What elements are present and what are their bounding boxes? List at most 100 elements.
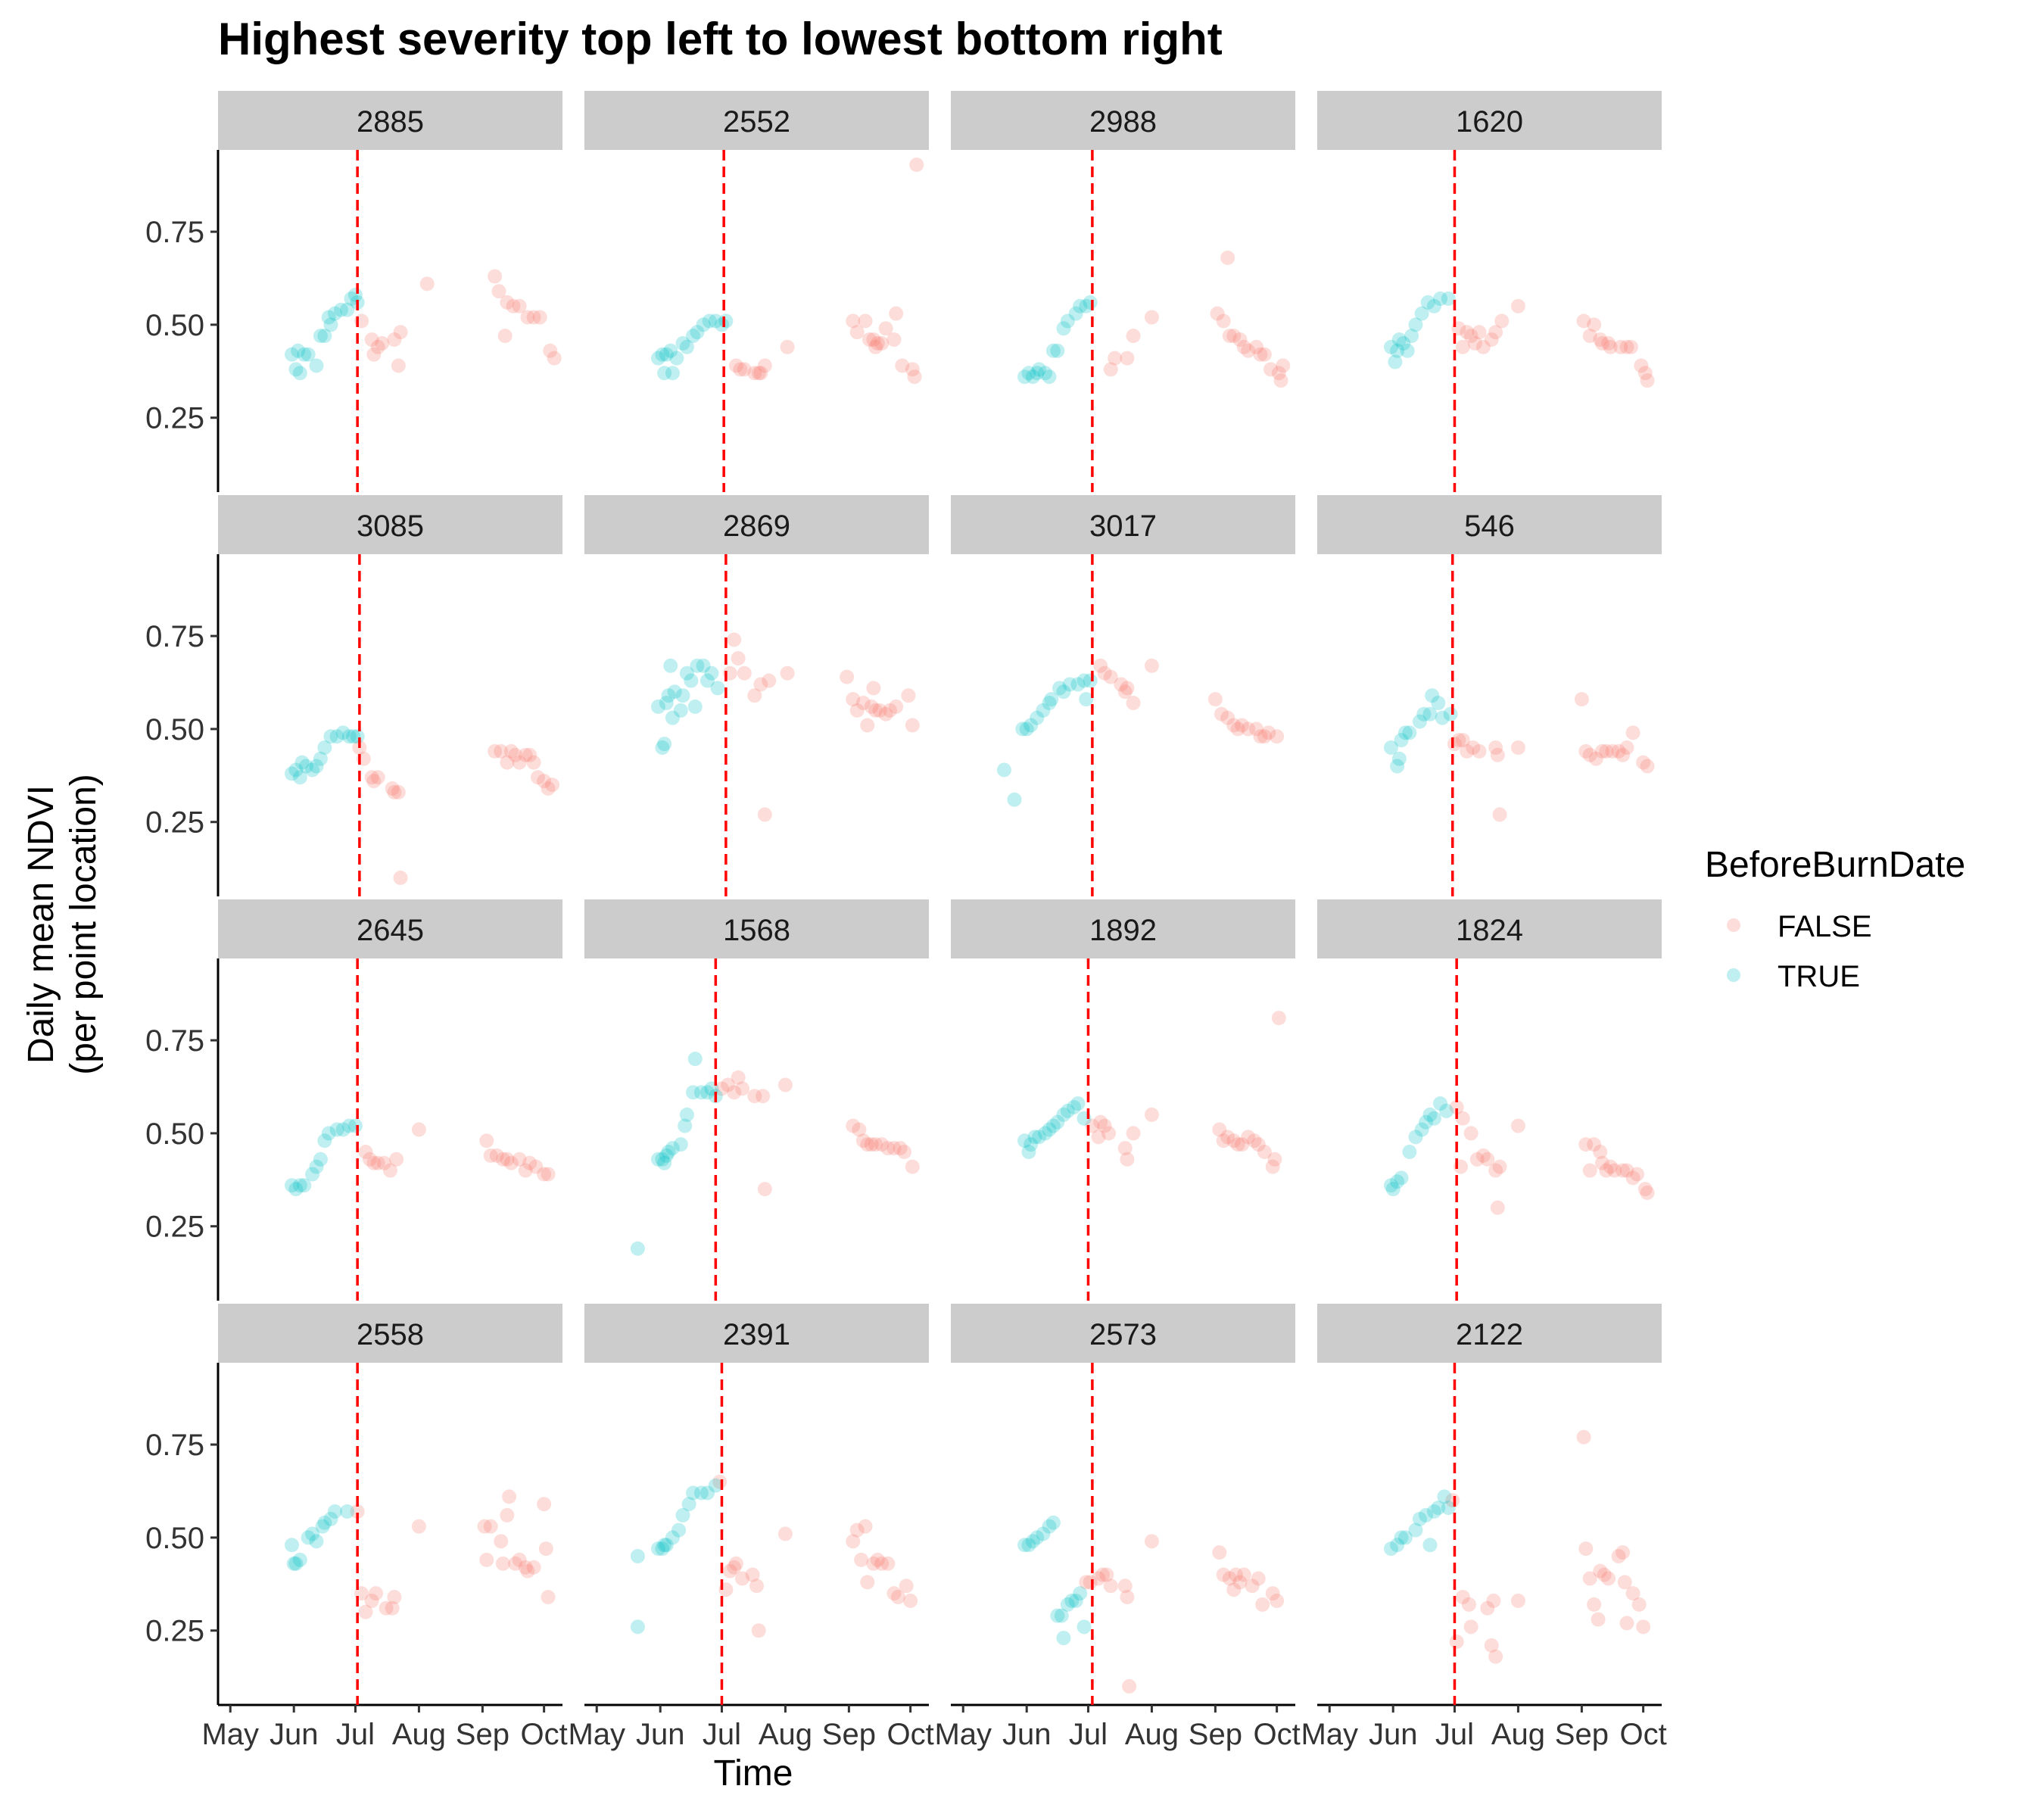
y-tick-label: 0.50 (145, 1522, 204, 1555)
data-point-false (1587, 317, 1602, 332)
data-point-true (1056, 1107, 1071, 1122)
data-point-false (1587, 1137, 1602, 1152)
data-point-false (733, 362, 748, 377)
data-point-false (537, 1497, 552, 1512)
data-point-false (1247, 1133, 1262, 1148)
data-point-false (1093, 1114, 1108, 1130)
data-point-true (686, 1085, 701, 1100)
data-point-false (518, 1163, 533, 1178)
data-point-true (1384, 339, 1398, 354)
data-point-true (298, 759, 313, 774)
data-point-false (1593, 332, 1608, 348)
data-point-false (1510, 298, 1525, 313)
data-point-true (288, 1556, 304, 1571)
data-point-false (1576, 313, 1591, 329)
data-point-true (1015, 722, 1030, 737)
data-point-false (1255, 1597, 1270, 1612)
facet-strip (1317, 91, 1662, 150)
data-point-false (512, 298, 527, 313)
data-point-false (541, 781, 556, 796)
facet-panel-546: 546 (1317, 495, 1662, 896)
data-point-false (870, 335, 885, 351)
data-point-true (340, 1504, 355, 1519)
data-point-true (1408, 317, 1423, 332)
y-tick-label: 0.50 (145, 309, 204, 342)
data-point-true (686, 1485, 701, 1501)
data-point-true (1044, 692, 1059, 707)
data-point-true (288, 762, 304, 778)
data-point-true (313, 751, 328, 766)
data-point-false (1232, 1575, 1248, 1590)
data-point-false (488, 743, 503, 759)
x-tick-label: Jul (1435, 1718, 1474, 1751)
data-point-false (541, 1167, 556, 1182)
data-point-false (500, 295, 515, 310)
data-point-true (1422, 1538, 1438, 1553)
legend: BeforeBurnDate FALSE TRUE (1705, 845, 1965, 993)
data-point-true (1060, 1103, 1075, 1118)
data-point-false (1591, 1612, 1606, 1627)
legend-title: BeforeBurnDate (1705, 845, 1965, 885)
data-point-false (494, 1534, 509, 1549)
data-point-true (1412, 714, 1427, 729)
data-point-true (1070, 677, 1086, 692)
data-point-true (1050, 1608, 1065, 1623)
data-point-false (907, 369, 922, 385)
data-point-false (538, 1541, 553, 1557)
data-point-true (347, 288, 363, 303)
data-point-true (1031, 362, 1046, 377)
data-point-true (1433, 1096, 1447, 1111)
data-point-false (1601, 1571, 1616, 1586)
y-tick-label: 0.75 (145, 1429, 204, 1462)
data-point-true (1030, 710, 1045, 725)
data-point-false (872, 703, 887, 718)
data-point-false (1466, 740, 1481, 755)
data-point-true (329, 1122, 344, 1137)
data-point-false (1605, 743, 1620, 759)
x-tick-label: Jun (1369, 1718, 1418, 1751)
facet-panel-2885: 2885 0.25 0.50 0.75 (145, 91, 562, 492)
data-point-false (491, 284, 506, 299)
data-point-true (630, 1241, 645, 1256)
data-point-false (526, 310, 541, 325)
data-point-true (1394, 733, 1409, 748)
data-point-false (1245, 1579, 1260, 1594)
data-point-false (905, 1159, 920, 1174)
data-point-true (1426, 298, 1441, 313)
data-point-false (1636, 755, 1651, 770)
data-point-true (657, 737, 672, 752)
data-point-false (1582, 747, 1597, 762)
data-point-false (1226, 718, 1242, 733)
x-tick-label: Oct (887, 1718, 934, 1751)
data-point-true (655, 1152, 670, 1167)
x-tick-label: Sep (1189, 1718, 1242, 1751)
data-point-false (1265, 1586, 1280, 1601)
data-point-false (1578, 1541, 1594, 1557)
data-point-false (1582, 1163, 1597, 1178)
data-point-true (1024, 718, 1039, 733)
data-point-false (866, 681, 881, 696)
data-point-true (1426, 1111, 1441, 1126)
facet-panel-3017: 3017 (951, 495, 1295, 896)
facet-strip-label: 1620 (1456, 105, 1523, 139)
data-point-true (1031, 1130, 1046, 1145)
data-point-false (1461, 1597, 1476, 1612)
data-point-true (1042, 1519, 1057, 1534)
data-point-false (737, 362, 752, 377)
data-point-false (1484, 1638, 1499, 1653)
data-point-true (1439, 1103, 1454, 1118)
data-point-false (1619, 1616, 1634, 1631)
data-point-true (1017, 1538, 1032, 1553)
data-point-true (1056, 684, 1071, 700)
data-point-false (880, 1556, 896, 1571)
data-point-true (1384, 740, 1398, 755)
data-point-false (1599, 1163, 1614, 1178)
data-point-true (708, 313, 723, 329)
data-point-false (1486, 1593, 1501, 1608)
y-tick-label: 0.75 (145, 620, 204, 653)
facet-strip (951, 1304, 1295, 1363)
data-point-false (893, 1141, 908, 1156)
data-point-false (1114, 677, 1129, 692)
data-point-false (1126, 329, 1141, 344)
data-point-true (1068, 1593, 1083, 1608)
